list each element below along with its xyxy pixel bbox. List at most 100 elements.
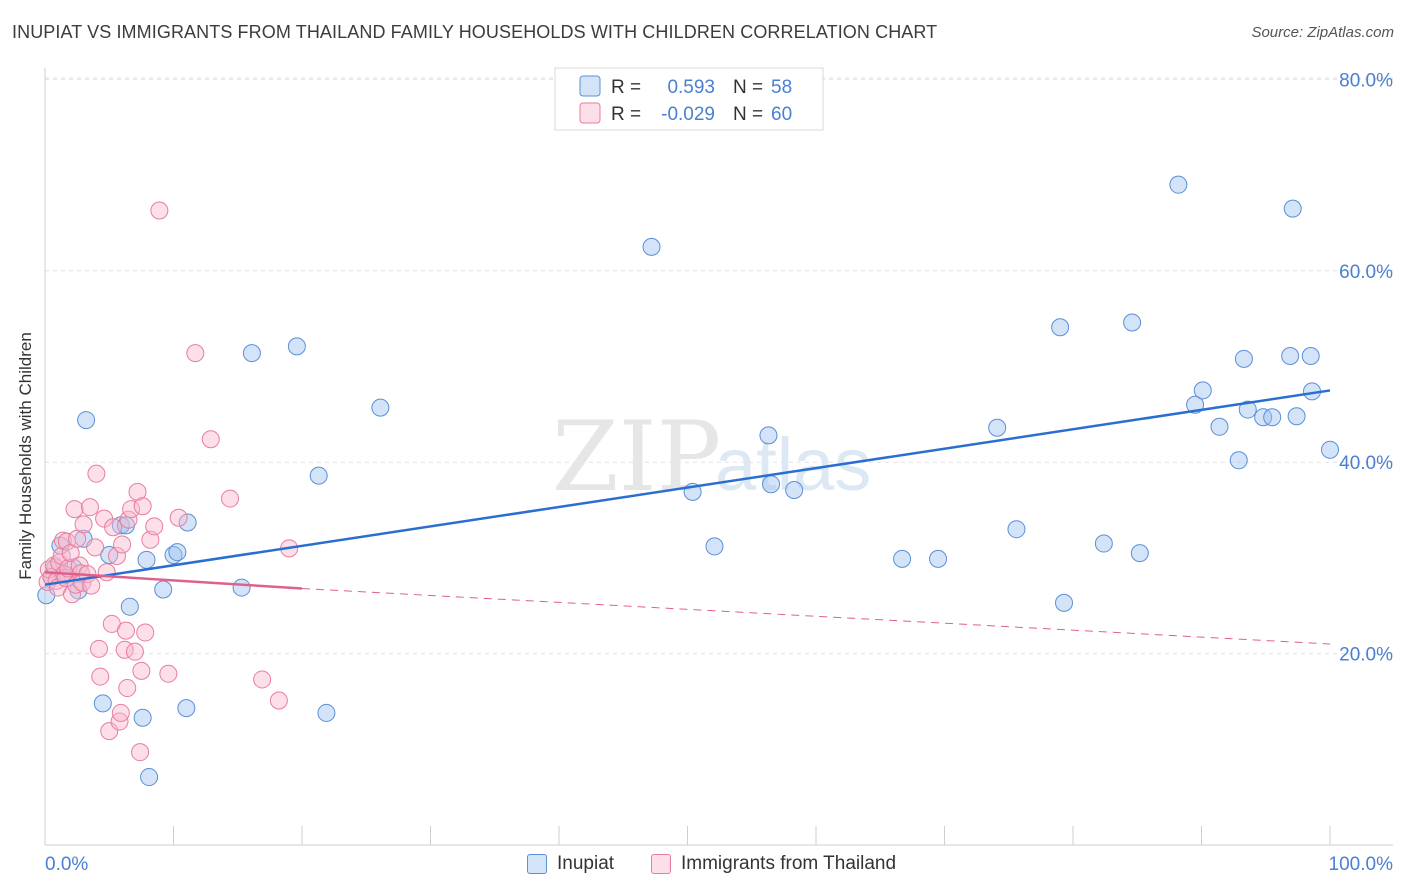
legend-label-inupiat: Inupiat: [557, 853, 615, 874]
inupiat-point: [178, 513, 197, 532]
y-tick-label: 60.0%: [1339, 262, 1393, 283]
y-tick-label: 40.0%: [1339, 453, 1393, 474]
thailand-point: [74, 515, 93, 534]
trendline-thailand-solid: [44, 571, 303, 590]
thailand-point: [91, 667, 110, 686]
inupiat-point: [232, 578, 251, 597]
trendline-inupiat: [44, 389, 1331, 586]
x-tick-label-end: 100.0%: [1329, 854, 1394, 875]
inupiat-point: [1234, 349, 1253, 368]
trendline-thailand-dashed: [301, 588, 1331, 645]
stats-n-label-thailand: N =: [733, 104, 763, 125]
stats-r-label-thailand: R =: [611, 104, 641, 125]
inupiat-point: [929, 549, 948, 568]
thailand-point: [62, 585, 81, 604]
legend-swatch-thailand: [651, 854, 671, 874]
axis-layer: [44, 68, 1393, 846]
inupiat-point: [1263, 408, 1282, 427]
inupiat-point: [1229, 451, 1248, 470]
stats-swatch-inupiat: [579, 75, 601, 97]
y-tick-labels: 20.0% 40.0% 60.0% 80.0%: [1339, 70, 1393, 665]
thailand-point: [97, 563, 116, 582]
thailand-point: [133, 497, 152, 516]
chart-source: Source: ZipAtlas.com: [1251, 24, 1394, 41]
thailand-point: [104, 518, 123, 537]
thailand-point: [221, 489, 240, 508]
stats-n-value-inupiat: 58: [771, 77, 792, 98]
inupiat-point: [1123, 313, 1142, 332]
inupiat-point: [1287, 407, 1306, 426]
inupiat-point: [988, 418, 1007, 437]
thailand-point: [145, 517, 164, 536]
inupiat-point: [1007, 520, 1026, 539]
legend-item-thailand: Immigrants from Thailand: [651, 852, 896, 876]
inupiat-point: [1321, 440, 1339, 459]
inupiat-point: [1130, 544, 1149, 563]
legend-swatch-inupiat: [527, 854, 547, 874]
inupiat-point: [759, 426, 778, 445]
inupiat-point: [133, 708, 152, 727]
grid-layer: [45, 77, 1393, 655]
inupiat-point: [1055, 593, 1074, 612]
thailand-point: [113, 535, 132, 554]
thailand-point: [253, 670, 272, 689]
inupiat-point: [1238, 400, 1257, 419]
thailand-point: [65, 500, 84, 519]
inupiat-point: [893, 549, 912, 568]
inupiat-point: [1210, 417, 1229, 436]
thailand-point: [87, 464, 106, 483]
legend-item-inupiat: Inupiat: [527, 852, 614, 876]
x-tick-labels: 0.0% 100.0%: [45, 854, 1393, 875]
thailand-point: [89, 639, 108, 658]
inupiat-point: [1283, 199, 1302, 218]
thailand-point: [131, 743, 150, 762]
trend-layer: [44, 389, 1331, 645]
inupiat-point: [154, 580, 173, 599]
inupiat-point: [137, 550, 156, 569]
thailand-point: [128, 482, 147, 501]
inupiat-point: [1193, 381, 1212, 400]
thailand-point: [136, 623, 155, 642]
inupiat-point: [309, 466, 328, 485]
inupiat-point: [77, 411, 96, 430]
thailand-point: [119, 510, 138, 529]
thailand-point: [122, 500, 141, 519]
thailand-point: [116, 621, 135, 640]
inupiat-point: [317, 703, 336, 722]
thailand-point: [57, 532, 76, 551]
thailand-point: [132, 661, 151, 680]
thailand-point: [86, 538, 105, 557]
chart-title: INUPIAT VS IMMIGRANTS FROM THAILAND FAMI…: [12, 22, 938, 42]
thailand-point: [169, 508, 188, 527]
thailand-point: [159, 664, 178, 683]
y-tick-label: 20.0%: [1339, 645, 1393, 666]
stats-swatch-thailand: [579, 102, 601, 124]
inupiat-point: [371, 398, 390, 417]
inupiat-point: [242, 344, 261, 363]
inupiat-point: [642, 237, 661, 256]
watermark: ZIP atlas: [552, 401, 871, 513]
thailand-point: [201, 430, 220, 449]
stats-n-label-inupiat: N =: [733, 77, 763, 98]
inupiat-point: [100, 546, 119, 565]
inupiat-point: [1281, 346, 1300, 365]
inupiat-point: [762, 475, 781, 494]
inupiat-point: [287, 337, 306, 356]
inupiat-point: [93, 694, 112, 713]
thailand-point: [186, 344, 205, 363]
stats-r-label-inupiat: R =: [611, 77, 641, 98]
legend-label-thailand: Immigrants from Thailand: [681, 853, 897, 874]
thailand-point: [150, 201, 169, 220]
stats-r-value-thailand: -0.029: [661, 104, 715, 125]
stats-n-value-thailand: 60: [771, 104, 792, 125]
stats-box: R = 0.593 N = 58 R = -0.029 N = 60: [554, 67, 824, 131]
y-tick-label: 80.0%: [1339, 70, 1393, 91]
inupiat-point: [1169, 175, 1188, 194]
inupiat-point: [1094, 534, 1113, 553]
inupiat-point: [785, 480, 804, 499]
thailand-point: [141, 530, 160, 549]
x-tick-label-start: 0.0%: [45, 854, 88, 875]
inupiat-point: [120, 597, 139, 616]
inupiat-point: [1051, 318, 1070, 337]
thailand-point: [269, 691, 288, 710]
